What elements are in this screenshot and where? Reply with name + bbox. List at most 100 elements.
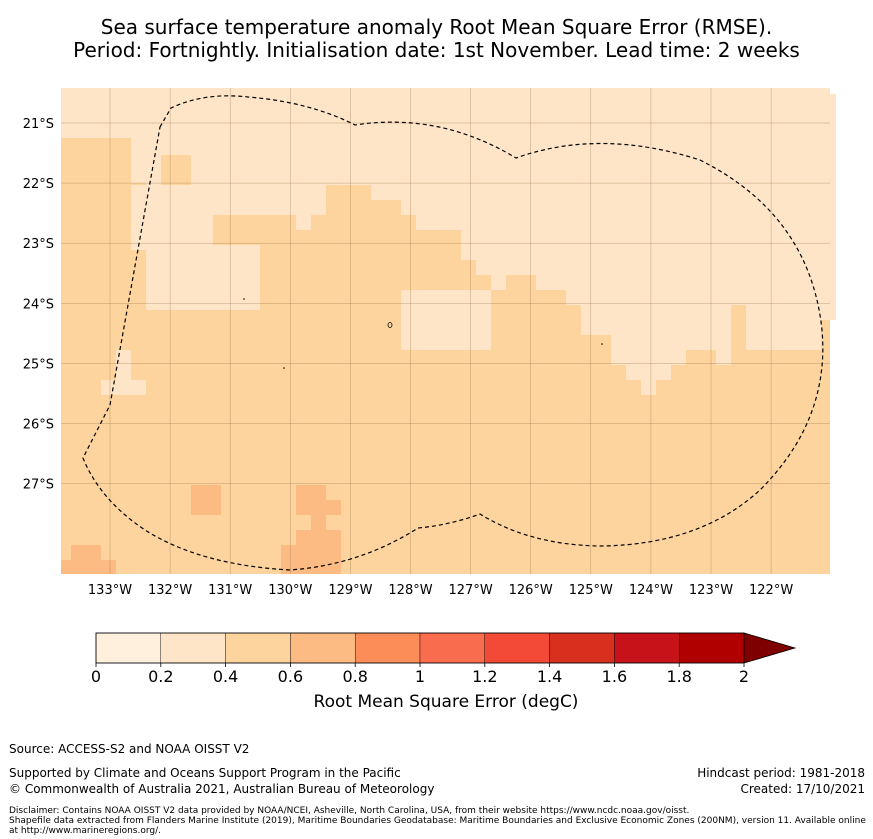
lon-label: 128°W [388,583,432,598]
colorbar-tick-label: 0 [91,667,101,686]
colorbar-extend-arrow [743,632,797,664]
rmse-cell-column [476,94,491,275]
colorbar-tick-label: 1.8 [666,667,691,686]
rmse-cell-column [611,94,626,365]
rmse-cell-column [356,94,371,185]
high-rmse-cell [191,485,221,515]
colorbar-segment [614,632,680,664]
rmse-cell-column [281,94,296,215]
lat-label: 25°S [23,357,54,372]
rmse-patch [116,350,131,380]
colorbar-tick-label: 0.2 [148,667,173,686]
gridlines [61,88,830,574]
lat-label: 24°S [23,297,54,312]
chart-title: Sea surface temperature anomaly Root Mea… [0,16,873,62]
rmse-cell-column [656,94,671,380]
rmse-cell-column [191,94,206,215]
latitude-labels: 21°S 22°S 23°S 24°S 25°S 26°S 27°S [23,117,54,493]
island [387,322,393,328]
low-rmse-region [61,88,836,395]
colorbar-segment [160,632,226,664]
colorbar-tick-label: 1.6 [602,667,627,686]
island [601,343,603,345]
rmse-patch [101,380,146,395]
lon-label: 133°W [88,583,132,598]
rmse-cell-column [146,94,161,198]
lon-label: 131°W [208,583,252,598]
colorbar-segment [419,632,486,664]
rmse-cell-column [536,94,551,290]
rmse-cell-column [386,94,401,200]
rmse-cell-column [176,94,191,155]
high-rmse-cell [296,500,341,515]
lon-label: 122°W [749,583,793,598]
rmse-cell-column [521,94,536,275]
rmse-cell-column [746,94,761,350]
lat-label: 22°S [23,177,54,192]
colorbar-tick-label: 1.4 [537,667,562,686]
support-text: Supported by Climate and Oceans Support … [9,766,401,780]
colorbar-tick-label: 1 [415,667,425,686]
rmse-cell-column [791,94,806,350]
high-rmse-cell [296,530,341,545]
high-rmse-cell [61,560,116,574]
colorbar-segment [95,632,162,664]
longitude-labels: 133°W 132°W 131°W 130°W 129°W 128°W 127°W 126°W… [88,583,793,598]
rmse-cell-column [686,94,701,350]
source-text: Source: ACCESS-S2 and NOAA OISST V2 [9,742,250,756]
colorbar-tick-label: 0.4 [213,667,238,686]
rmse-cell-column [221,94,236,215]
lon-label: 125°W [569,583,613,598]
rmse-cell-column [326,94,341,185]
rmse-cell-column [461,94,476,260]
lon-label: 126°W [509,583,553,598]
rmse-cell-column [371,94,386,200]
title-line-2: Period: Fortnightly. Initialisation date… [73,38,800,62]
rmse-patch [131,185,213,250]
colorbar-segment [679,632,745,664]
rmse-cell-column [236,94,251,215]
lon-label: 127°W [449,583,493,598]
rmse-cell-column [551,94,566,290]
rmse-cell-column [296,94,311,230]
lon-label: 129°W [328,583,372,598]
map-area: 21°S22°S23°S24°S25°S26°S27°S 133°W 132°W 1… [23,88,836,598]
high-rmse-cell [71,545,101,560]
island [283,367,285,369]
lat-label: 23°S [23,237,54,252]
rmse-cell-column [116,94,131,138]
disclaimer-line-2: Shapefile data extracted from Flanders M… [9,816,866,836]
lon-label: 124°W [629,583,673,598]
rmse-cell-column [341,94,356,185]
lon-label: 130°W [268,583,312,598]
disclaimer: Disclaimer: Contains NOAA OISST V2 data … [9,806,869,836]
lat-label: 26°S [23,418,54,433]
rmse-cell-column [641,94,656,395]
rmse-cell-column [101,94,116,138]
island [243,298,245,300]
colorbar-title: Root Mean Square Error (degC) [313,692,579,712]
lat-label: 21°S [23,117,54,132]
created-text: Created: 17/10/2021 [740,782,865,796]
rmse-cell-column [251,94,266,215]
rmse-cell-column [416,94,431,230]
rmse-cell-column [431,94,446,230]
colorbar-segment [290,632,356,664]
colorbar-segment [549,632,615,664]
rmse-cell-column [71,94,86,138]
rmse-cell-column [566,94,581,305]
rmse-cell-column [671,94,686,365]
rmse-cell-column [701,94,716,350]
rmse-cell-column [311,94,326,215]
high-rmse-cell [296,485,326,500]
rmse-cell-column [206,94,221,215]
colorbar: 0 0.2 0.4 0.6 0.8 1 1.2 1.4 1.6 1.8 2 [91,632,797,686]
rmse-patch [146,245,260,310]
colorbar-segment [225,632,291,664]
rmse-cell-column [581,94,596,335]
islands [243,298,603,369]
rmse-cell-column [506,94,521,275]
rmse-cell-column [161,94,176,155]
rmse-patch [401,290,491,350]
